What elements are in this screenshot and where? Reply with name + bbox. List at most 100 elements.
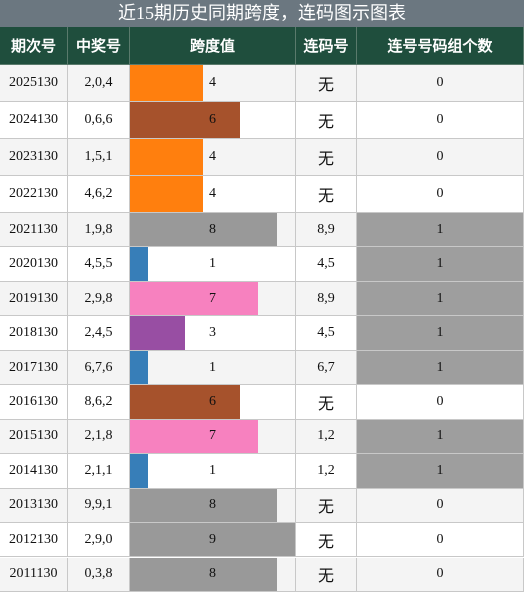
span-cell: 1 (130, 350, 296, 386)
span-cell: 8 (130, 557, 296, 592)
period-cell: 2018130 (0, 316, 68, 351)
numbers-cell: 9,9,1 (68, 488, 130, 524)
header-cell: 连码号 (296, 27, 357, 65)
span-bar (130, 247, 149, 281)
span-cell: 6 (130, 385, 296, 420)
span-bar (130, 557, 277, 591)
numbers-cell: 2,9,0 (68, 523, 130, 558)
span-bar (130, 488, 277, 523)
groups-cell: 0 (357, 385, 524, 420)
consecutive-cell: 8,9 (296, 281, 357, 317)
header-cell: 跨度值 (130, 27, 296, 65)
span-bar (130, 139, 204, 175)
span-cell: 4 (130, 176, 296, 213)
period-cell: 2023130 (0, 139, 68, 176)
span-cell: 7 (130, 419, 296, 455)
groups-cell: 1 (357, 419, 524, 455)
numbers-cell: 0,3,8 (68, 557, 130, 592)
span-label: 1 (209, 256, 216, 272)
numbers-cell: 1,9,8 (68, 213, 130, 248)
span-label: 4 (209, 186, 216, 201)
span-bar (130, 316, 185, 350)
period-cell: 2014130 (0, 454, 68, 489)
span-cell: 7 (130, 281, 296, 317)
consecutive-cell: 无 (296, 488, 357, 524)
span-bar (130, 385, 240, 419)
span-bar (130, 419, 259, 454)
consecutive-cell: 无 (296, 385, 357, 420)
numbers-cell: 2,1,1 (68, 454, 130, 489)
span-cell: 8 (130, 488, 296, 524)
span-bar (130, 65, 204, 101)
consecutive-cell: 无 (296, 139, 357, 176)
consecutive-cell: 4,5 (296, 316, 357, 351)
span-cell: 3 (130, 316, 296, 351)
span-cell: 9 (130, 523, 296, 558)
period-cell: 2013130 (0, 488, 68, 524)
consecutive-cell: 4,5 (296, 247, 357, 282)
span-bar (130, 102, 240, 138)
period-cell: 2012130 (0, 523, 68, 558)
consecutive-cell: 无 (296, 523, 357, 558)
span-label: 8 (209, 497, 216, 513)
span-label: 3 (209, 325, 216, 341)
period-cell: 2022130 (0, 176, 68, 213)
span-label: 6 (209, 112, 216, 127)
numbers-cell: 2,9,8 (68, 281, 130, 317)
span-bar (130, 350, 149, 385)
period-cell: 2024130 (0, 102, 68, 139)
groups-cell: 0 (357, 488, 524, 524)
period-cell: 2019130 (0, 281, 68, 317)
span-label: 8 (209, 221, 216, 237)
span-label: 9 (209, 531, 216, 547)
groups-cell: 1 (357, 213, 524, 248)
consecutive-cell: 无 (296, 102, 357, 139)
period-cell: 2011130 (0, 557, 68, 592)
span-cell: 4 (130, 139, 296, 176)
span-cell: 4 (130, 65, 296, 102)
consecutive-cell: 6,7 (296, 350, 357, 386)
numbers-cell: 4,6,2 (68, 176, 130, 213)
groups-cell: 0 (357, 557, 524, 592)
numbers-cell: 0,6,6 (68, 102, 130, 139)
span-label: 4 (209, 149, 216, 164)
period-cell: 2020130 (0, 247, 68, 282)
span-label: 1 (209, 359, 216, 375)
groups-cell: 1 (357, 454, 524, 489)
header-cell: 期次号 (0, 27, 68, 65)
groups-cell: 0 (357, 523, 524, 558)
groups-cell: 0 (357, 65, 524, 102)
span-bar (130, 281, 259, 316)
span-label: 6 (209, 393, 216, 409)
period-cell: 2017130 (0, 350, 68, 386)
span-cell: 1 (130, 454, 296, 489)
span-cell: 6 (130, 102, 296, 139)
consecutive-cell: 无 (296, 65, 357, 102)
consecutive-cell: 无 (296, 176, 357, 213)
span-cell: 1 (130, 247, 296, 282)
groups-cell: 1 (357, 281, 524, 317)
period-cell: 2016130 (0, 385, 68, 420)
numbers-cell: 2,0,4 (68, 65, 130, 102)
consecutive-cell: 8,9 (296, 213, 357, 248)
numbers-cell: 2,4,5 (68, 316, 130, 351)
groups-cell: 0 (357, 102, 524, 139)
span-label: 4 (209, 75, 216, 90)
period-cell: 2025130 (0, 65, 68, 102)
span-label: 1 (209, 462, 216, 478)
span-label: 7 (209, 428, 216, 444)
span-label: 7 (209, 290, 216, 306)
span-bar (130, 523, 295, 557)
span-bar (130, 213, 277, 247)
groups-cell: 0 (357, 176, 524, 213)
span-cell: 8 (130, 213, 296, 248)
header-cell: 中奖号 (68, 27, 130, 65)
groups-cell: 0 (357, 139, 524, 176)
numbers-cell: 2,1,8 (68, 419, 130, 455)
consecutive-cell: 无 (296, 557, 357, 592)
title: 近15期历史同期跨度，连码图示图表 (0, 0, 524, 27)
header-cell: 连号号码组个数 (357, 27, 524, 65)
period-cell: 2015130 (0, 419, 68, 455)
numbers-cell: 4,5,5 (68, 247, 130, 282)
